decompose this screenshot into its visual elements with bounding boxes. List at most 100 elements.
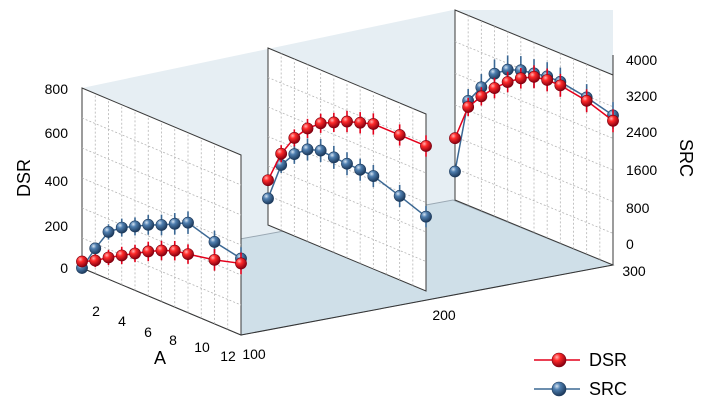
data-point-dsr	[301, 122, 314, 135]
y-left-tick: 200	[45, 218, 69, 234]
depth-axis-tick: 200	[432, 307, 456, 323]
data-point-dsr	[501, 76, 514, 88]
data-point-dsr	[554, 79, 567, 92]
data-point-dsr	[275, 147, 288, 160]
y-right-tick: 2400	[626, 124, 657, 140]
data-point-dsr	[327, 116, 340, 129]
data-point-src	[341, 157, 353, 170]
legend-item-src: SRC	[534, 379, 627, 399]
data-point-src	[449, 165, 461, 178]
data-point-src	[354, 163, 367, 176]
data-point-src	[129, 220, 141, 233]
data-point-src	[115, 221, 128, 234]
data-point-dsr	[541, 74, 554, 86]
x-axis-tick: 8	[169, 332, 177, 348]
legend-label-src: SRC	[589, 379, 627, 399]
x-axis-tick: 6	[144, 324, 152, 340]
data-point-dsr	[420, 140, 432, 152]
grid-line-horizontal	[81, 237, 242, 306]
data-point-dsr	[475, 90, 488, 103]
data-point-src	[168, 217, 181, 230]
data-point-dsr	[89, 254, 102, 267]
panel-200	[262, 47, 432, 292]
data-point-dsr	[168, 244, 181, 257]
data-point-dsr	[182, 248, 194, 261]
y-right-tick: 4000	[626, 52, 657, 68]
x-axis-tick: 4	[118, 313, 126, 329]
depth-axis-tick: 300	[622, 263, 646, 279]
x-axis-tick: 12	[220, 348, 236, 364]
data-point-dsr	[208, 253, 221, 266]
y-left-title: DSR	[14, 159, 34, 197]
data-point-dsr	[314, 117, 327, 130]
legend-marker-dsr	[551, 352, 567, 368]
data-point-src	[288, 148, 301, 161]
x-axis-tick: 10	[194, 339, 210, 355]
data-point-src	[393, 190, 406, 202]
data-point-src	[208, 236, 221, 248]
data-point-dsr	[102, 251, 115, 264]
grid-line-horizontal	[81, 177, 242, 246]
panel-100	[76, 87, 247, 336]
legend-marker-src	[551, 381, 567, 397]
x-axis-tick: 2	[92, 303, 100, 319]
x-axis-ticks: 2 4 6 8 10 12	[92, 303, 236, 364]
y-right-tick: 800	[626, 200, 650, 216]
data-point-dsr	[155, 244, 168, 257]
grid-line-horizontal	[267, 106, 427, 174]
data-point-dsr	[262, 174, 274, 187]
grid-line-horizontal	[267, 195, 427, 262]
data-point-dsr	[528, 70, 540, 83]
depth-axis-line	[240, 264, 614, 336]
data-point-src	[182, 216, 194, 229]
y-right-tick: 1600	[626, 162, 657, 178]
data-point-src	[155, 219, 168, 231]
y-right-tick: 3200	[626, 88, 657, 104]
grid-line-horizontal	[454, 104, 614, 171]
data-point-src	[89, 242, 102, 255]
legend: DSR SRC	[534, 350, 627, 399]
data-point-dsr	[76, 255, 88, 268]
panel-300	[449, 9, 619, 266]
data-point-dsr	[354, 116, 367, 129]
data-point-dsr	[115, 249, 128, 262]
data-point-src	[488, 67, 501, 80]
data-point-src	[301, 143, 314, 156]
grid-line-horizontal	[267, 165, 427, 233]
data-point-dsr	[288, 132, 301, 144]
data-point-dsr	[142, 245, 155, 258]
data-point-src	[420, 210, 432, 223]
y-left-tick: 600	[45, 125, 69, 141]
data-point-src	[262, 192, 274, 205]
legend-item-dsr: DSR	[534, 350, 627, 370]
depth-axis-ticks: 100 200 300	[242, 263, 646, 362]
data-point-src	[314, 144, 327, 157]
data-point-dsr	[129, 247, 141, 260]
grid-line-horizontal	[81, 207, 242, 276]
legend-label-dsr: DSR	[589, 350, 627, 370]
data-point-dsr	[462, 101, 475, 113]
data-point-dsr	[488, 82, 501, 94]
data-point-dsr	[607, 114, 619, 127]
grid-line-horizontal	[81, 147, 242, 216]
data-point-src	[327, 151, 340, 164]
data-point-src	[367, 170, 380, 182]
data-point-dsr	[235, 257, 247, 270]
grid-line-horizontal	[454, 136, 614, 203]
data-point-dsr	[367, 118, 380, 130]
data-point-dsr	[580, 94, 593, 107]
y-left-tick: 800	[45, 81, 69, 97]
grid-line-horizontal	[267, 77, 427, 144]
grid-line-horizontal	[454, 167, 614, 234]
data-point-src	[102, 226, 115, 238]
grid-line-horizontal	[81, 117, 242, 186]
data-point-dsr	[514, 72, 527, 85]
y-right-ticks: 0 800 1600 2400 3200 4000	[626, 52, 657, 252]
y-left-tick: 0	[60, 260, 68, 276]
x-axis-title: A	[154, 348, 166, 368]
data-point-dsr	[449, 132, 461, 145]
data-point-dsr	[341, 115, 353, 128]
data-point-dsr	[393, 129, 406, 141]
depth-axis-tick: 100	[242, 346, 266, 362]
